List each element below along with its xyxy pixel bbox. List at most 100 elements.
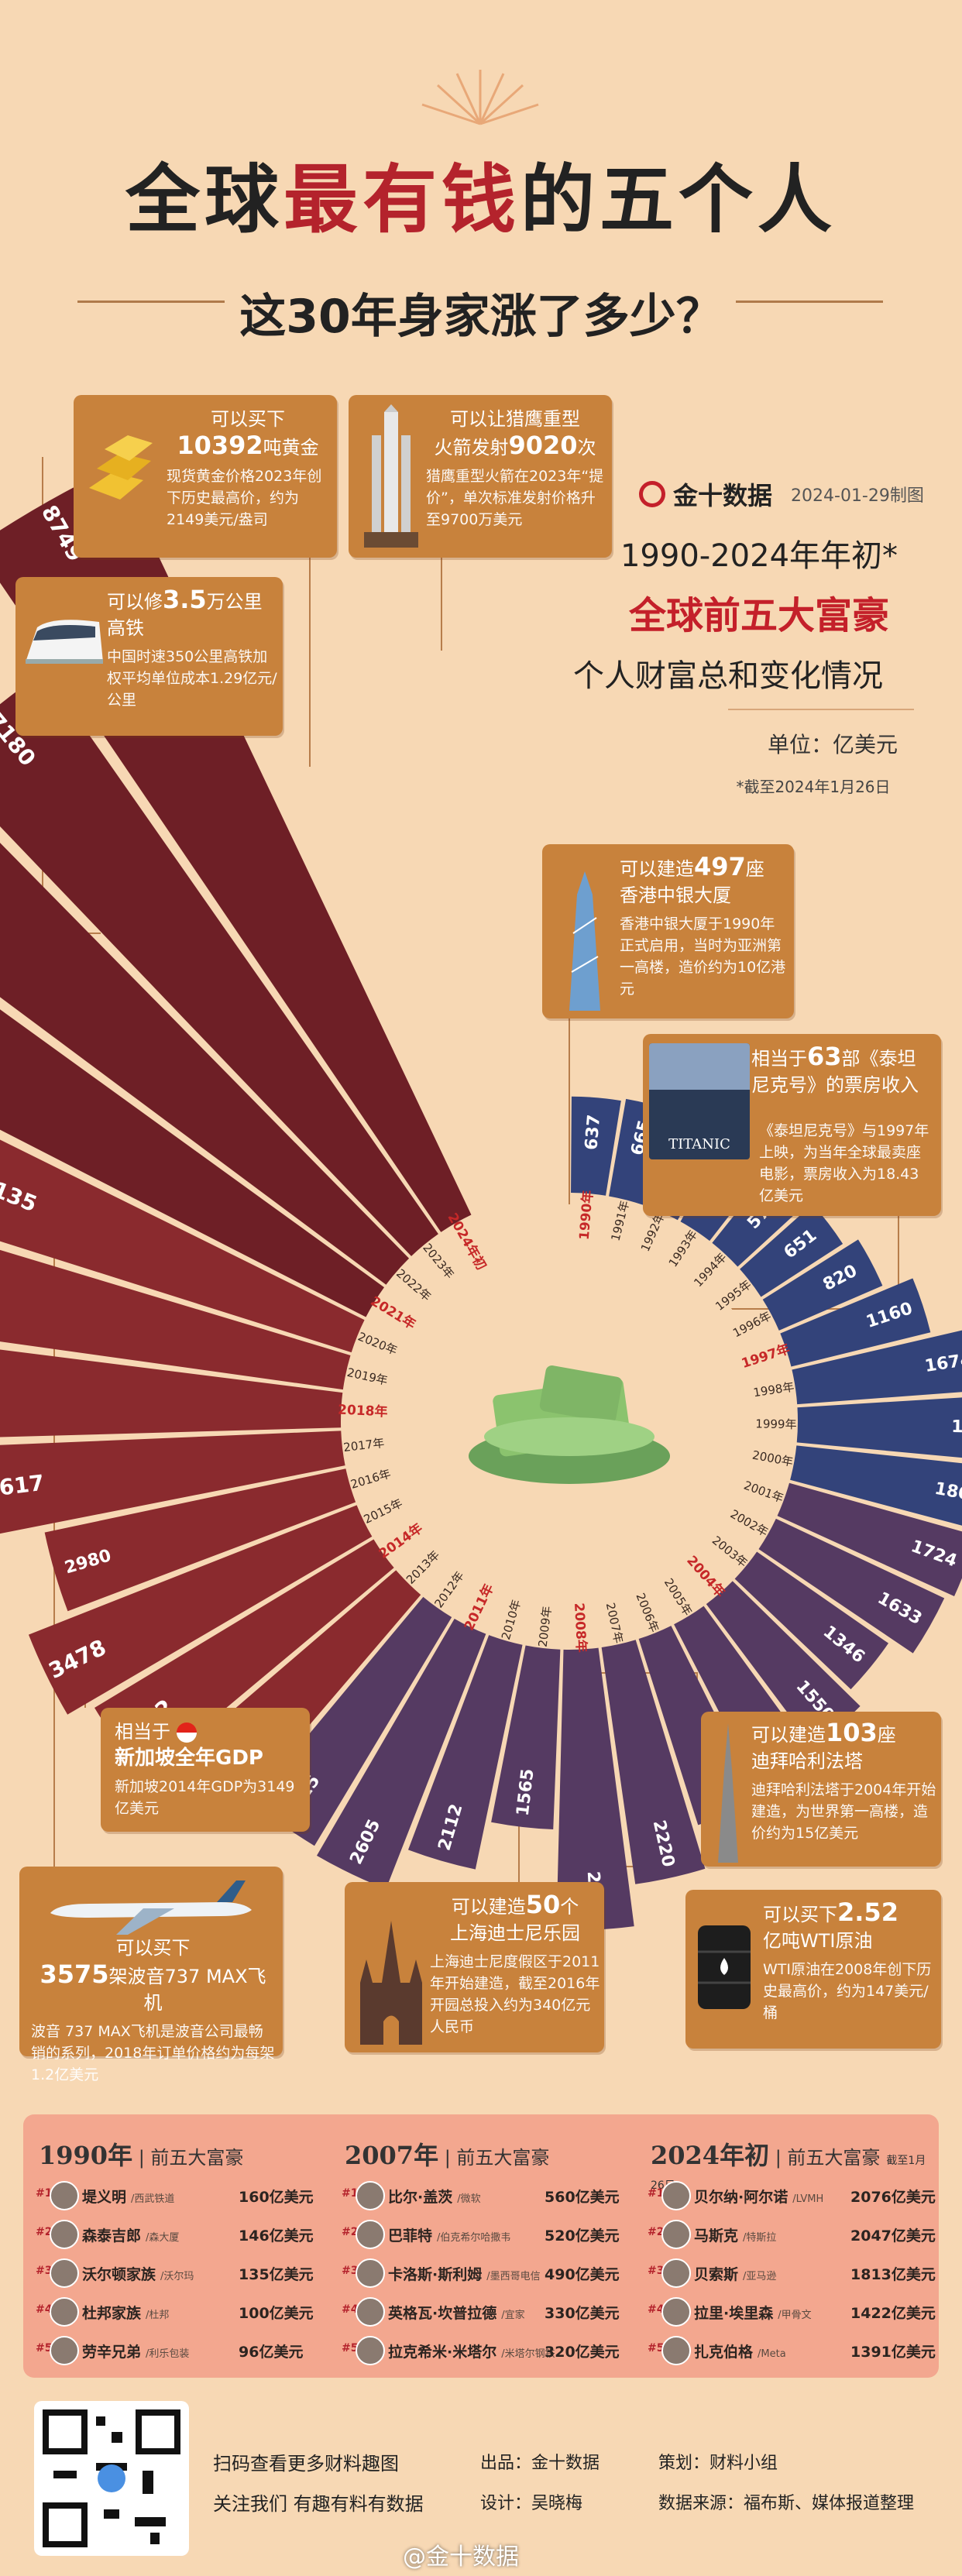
rank-badge: #4 <box>36 2303 53 2316</box>
divider <box>77 301 225 303</box>
rank-badge: #1 <box>36 2187 53 2200</box>
oil-barrel-icon <box>693 1921 755 2014</box>
chart-bar <box>706 1581 861 1747</box>
rank-badge: #3 <box>648 2265 665 2277</box>
wealth-value: 520亿美元 <box>545 2227 620 2245</box>
chart-bar <box>0 1431 345 1534</box>
chart-bar <box>44 1468 356 1612</box>
person-name: 英格瓦·坎普拉德/宜家 <box>388 2305 525 2322</box>
rich-list-2024: 2024年初 | 前五大富豪 截至1月26日 #1 贝尔纳·阿尔诺/LVMH 2076亿… <box>635 2114 937 2378</box>
brand-name: 金十数据 <box>673 481 773 510</box>
rank-badge: #1 <box>342 2187 359 2200</box>
wealth-value: 490亿美元 <box>545 2266 620 2283</box>
info-line1: 1990-2024年年初* <box>620 538 898 574</box>
avatar <box>356 2336 385 2365</box>
person-name: 贝尔纳·阿尔诺/LVMH <box>694 2189 824 2206</box>
rocket-icon <box>364 404 418 548</box>
callout-singapore: 相当于 新加坡全年GDP 新加坡2014年GDP为3149亿美元 <box>101 1708 310 1832</box>
watermark: @金十数据 <box>403 2543 519 2571</box>
footer-credits: 出品：金十数据 设计：吴晓梅 <box>480 2454 600 2513</box>
list-item: #1 堤义明/西武铁道 160亿美元 <box>36 2176 322 2215</box>
chart-bar <box>790 1445 962 1526</box>
tower-icon <box>558 871 612 1011</box>
list-item: #5 劳辛兄弟/利乐包装 96亿美元 <box>36 2331 322 2370</box>
callout-titanic: TITANIC 相当于63部《泰坦尼克号》的票房收入 《泰坦尼克号》与1997年… <box>643 1034 941 1216</box>
callout-train: 可以修3.5万公里高铁 中国时速350公里高铁加权平均单位成本1.29亿元/公里 <box>15 577 283 736</box>
callout-disney: 可以建造50个 上海迪士尼乐园 上海迪士尼度假区于2011年开始建造，截至2016… <box>345 1882 604 2052</box>
rank-badge: #2 <box>342 2226 359 2238</box>
chart-year-label: 2018年 <box>338 1401 388 1420</box>
plane-icon <box>43 1874 259 1936</box>
chart-year-label: 1996年 <box>730 1309 773 1341</box>
chart-bar <box>734 1551 889 1690</box>
list-item: #2 马斯克/特斯拉 2047亿美元 <box>648 2215 936 2254</box>
wealth-value: 146亿美元 <box>239 2227 314 2245</box>
rank-badge: #5 <box>648 2342 665 2354</box>
list-item: #4 英格瓦·坎普拉德/宜家 330亿美元 <box>342 2293 628 2331</box>
wealth-value: 96亿美元 <box>239 2344 304 2361</box>
avatar <box>50 2220 79 2249</box>
chart-bar <box>407 1635 523 1870</box>
company-name: /伯克希尔哈撒韦 <box>437 2232 511 2244</box>
callout-burj: 可以建造103座 迪拜哈利法塔 迪拜哈利法塔于2004年开始建造，为世界第一高楼，… <box>701 1712 941 1867</box>
chart-bar <box>316 1619 486 1889</box>
chart-bar <box>491 1645 561 1830</box>
company-name: /LVMH <box>792 2193 824 2205</box>
rank-badge: #1 <box>648 2187 665 2200</box>
train-icon <box>22 608 107 678</box>
chart-bar <box>571 1096 621 1196</box>
chart-bar <box>796 1397 962 1458</box>
chart-bar <box>28 1505 373 1715</box>
company-name: /利乐包装 <box>146 2348 190 2360</box>
chart-value-label: 637 <box>582 1114 604 1151</box>
chart-bar <box>601 1640 706 1884</box>
wealth-value: 1391亿美元 <box>850 2344 936 2361</box>
wealth-value: 2076亿美元 <box>850 2189 936 2206</box>
company-name: /特斯拉 <box>743 2232 777 2244</box>
avatar <box>356 2258 385 2288</box>
list-item: #5 拉克希米·米塔尔/米塔尔钢铁 320亿美元 <box>342 2331 628 2370</box>
chart-bar <box>780 1278 931 1367</box>
sunburst-ornament <box>421 70 539 125</box>
wealth-value: 320亿美元 <box>545 2344 620 2361</box>
company-name: /杜邦 <box>146 2310 170 2321</box>
qr-code[interactable] <box>34 2401 189 2556</box>
company-name: /森大厦 <box>146 2232 180 2244</box>
rich-list-heading: 1990年 | 前五大富豪 <box>39 2141 244 2170</box>
wealth-value: 100亿美元 <box>239 2305 314 2322</box>
wealth-value: 2047亿美元 <box>850 2227 936 2245</box>
wealth-value: 1422亿美元 <box>850 2305 936 2322</box>
avatar <box>661 2220 691 2249</box>
titanic-poster: TITANIC <box>649 1043 750 1159</box>
list-item: #4 拉里·埃里森/甲骨文 1422亿美元 <box>648 2293 936 2331</box>
page-title: 全球最有钱的五个人 <box>125 156 837 243</box>
rank-badge: #2 <box>648 2226 665 2238</box>
info-block: 金十数据 2024-01-29制图 <box>639 476 933 512</box>
person-name: 扎克伯格/Meta <box>694 2344 786 2361</box>
divider <box>728 709 914 710</box>
list-item: #3 卡洛斯·斯利姆/墨西哥电信 490亿美元 <box>342 2254 628 2293</box>
person-name: 杜邦家族/杜邦 <box>82 2305 170 2322</box>
avatar <box>50 2258 79 2288</box>
footer-source: 策划：财料小组 数据来源：福布斯、媒体报道整理 <box>658 2454 915 2513</box>
page-subtitle: 这30年身家涨了多少？ <box>239 290 723 344</box>
rank-badge: #5 <box>36 2342 53 2354</box>
rank-badge: #5 <box>342 2342 359 2354</box>
callout-oil: 可以买下2.52 亿吨WTI原油 WTI原油在2008年创下历史最高价，约为147… <box>685 1890 941 2049</box>
list-item: #1 贝尔纳·阿尔诺/LVMH 2076亿美元 <box>648 2176 936 2215</box>
chart-bar <box>0 671 438 1256</box>
singapore-flag-icon <box>176 1722 197 1743</box>
info-line3: 个人财富总和变化情况 <box>573 658 883 694</box>
company-name: /米塔尔钢铁 <box>501 2348 555 2360</box>
company-name: /宜家 <box>501 2310 525 2321</box>
rank-badge: #4 <box>342 2303 359 2316</box>
chart-bar <box>0 1009 384 1317</box>
wealth-value: 560亿美元 <box>545 2189 620 2206</box>
list-item: #5 扎克伯格/Meta 1391亿美元 <box>648 2331 936 2370</box>
burj-icon <box>709 1723 747 1863</box>
rich-list-heading: 2007年 | 前五大富豪 <box>345 2141 550 2170</box>
list-item: #2 巴菲特/伯克希尔哈撒韦 520亿美元 <box>342 2215 628 2254</box>
avatar <box>356 2297 385 2327</box>
chart-bar <box>0 1349 343 1437</box>
person-name: 堤义明/西武铁道 <box>82 2189 175 2206</box>
